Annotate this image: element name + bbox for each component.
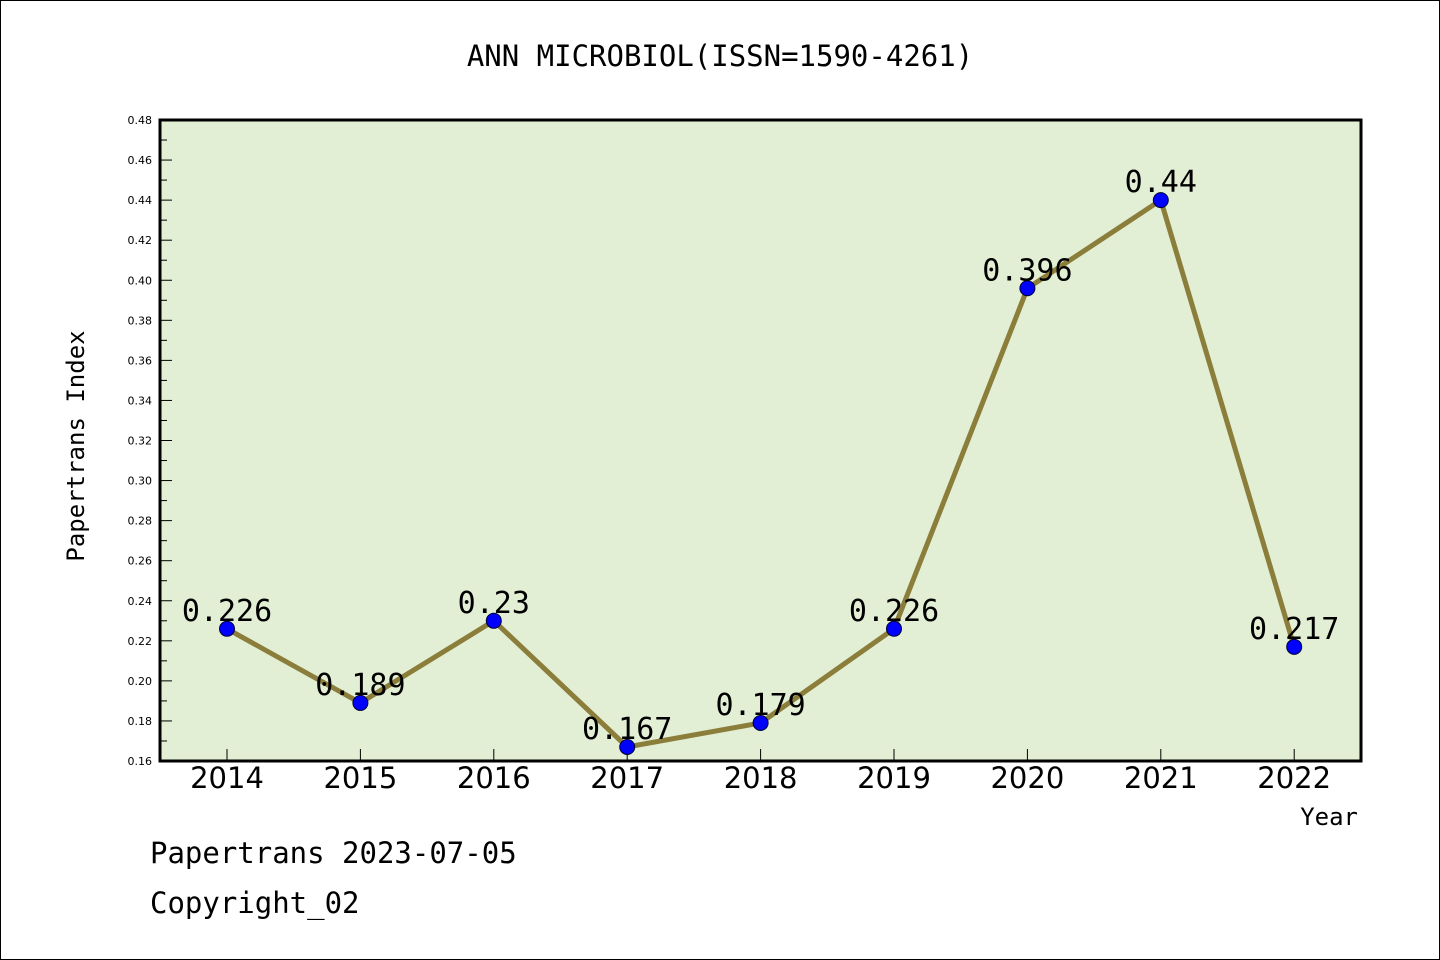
data-label: 0.396 [982, 253, 1072, 288]
y-tick-label: 0.42 [128, 234, 153, 247]
x-tick-label: 2015 [323, 761, 397, 795]
y-tick-label: 0.18 [128, 715, 153, 728]
data-point [1152, 192, 1169, 209]
data-labels: 0.226 0.189 0.23 0.167 0.179 0.226 0.396 0.44 0.… [182, 165, 1340, 747]
y-tick-label: 0.16 [128, 755, 153, 768]
x-tick-label: 2020 [990, 761, 1064, 795]
data-point [1019, 280, 1036, 297]
data-point [886, 620, 902, 637]
y-tick-label: 0.40 [128, 274, 153, 287]
y-tick-label: 0.22 [128, 635, 153, 648]
x-tick-label: 2017 [590, 761, 664, 795]
x-tick-label: 2018 [724, 761, 798, 795]
data-label: 0.167 [582, 712, 672, 747]
x-tick-label: 2021 [1124, 761, 1198, 795]
footer-date: Papertrans 2023-07-05 [150, 836, 517, 870]
data-point [752, 714, 769, 731]
data-label: 0.217 [1249, 612, 1339, 647]
y-tick-label: 0.20 [128, 675, 153, 688]
data-point [1286, 638, 1303, 655]
x-tick-label: 2019 [857, 761, 931, 795]
y-tick-label: 0.26 [128, 555, 153, 568]
x-tick-label: 2014 [190, 761, 264, 795]
data-point [485, 612, 502, 629]
data-label: 0.23 [458, 586, 530, 621]
x-axis-title: Year [1300, 803, 1358, 831]
data-point [352, 694, 369, 711]
y-axis-title: Papertrans Index [62, 330, 90, 561]
y-tick-label: 0.24 [128, 595, 153, 608]
data-label: 0.226 [849, 594, 939, 629]
y-tick-label: 0.28 [128, 515, 153, 528]
data-point [219, 620, 235, 637]
y-tick-label: 0.44 [128, 194, 153, 207]
y-axis-ticks: 0.16 0.18 0.20 0.22 0.24 0.26 0.28 0.30 0.32 0.34… [128, 114, 172, 768]
y-tick-label: 0.46 [128, 154, 153, 167]
data-label: 0.226 [182, 594, 272, 629]
data-point [619, 738, 636, 755]
x-tick-label: 2022 [1257, 761, 1331, 795]
y-tick-label: 0.38 [128, 314, 153, 327]
plot-area [160, 120, 1361, 761]
plot-border [158, 118, 1363, 763]
y-tick-label: 0.30 [128, 475, 153, 488]
x-axis-ticks: 2014 2015 2016 2017 2018 2019 2020 2021 2022 [190, 749, 1331, 795]
data-label: 0.179 [715, 688, 805, 723]
y-tick-label: 0.36 [128, 354, 153, 367]
y-tick-label: 0.48 [128, 114, 153, 127]
data-markers [219, 192, 1303, 755]
y-tick-label: 0.32 [128, 435, 153, 448]
x-tick-label: 2016 [457, 761, 531, 795]
footer-copyright: Copyright_02 [150, 886, 360, 920]
y-tick-label: 0.34 [128, 394, 153, 407]
data-label: 0.189 [315, 668, 405, 703]
data-label: 0.44 [1125, 165, 1197, 200]
chart-title: ANN MICROBIOL(ISSN=1590-4261) [467, 39, 973, 73]
